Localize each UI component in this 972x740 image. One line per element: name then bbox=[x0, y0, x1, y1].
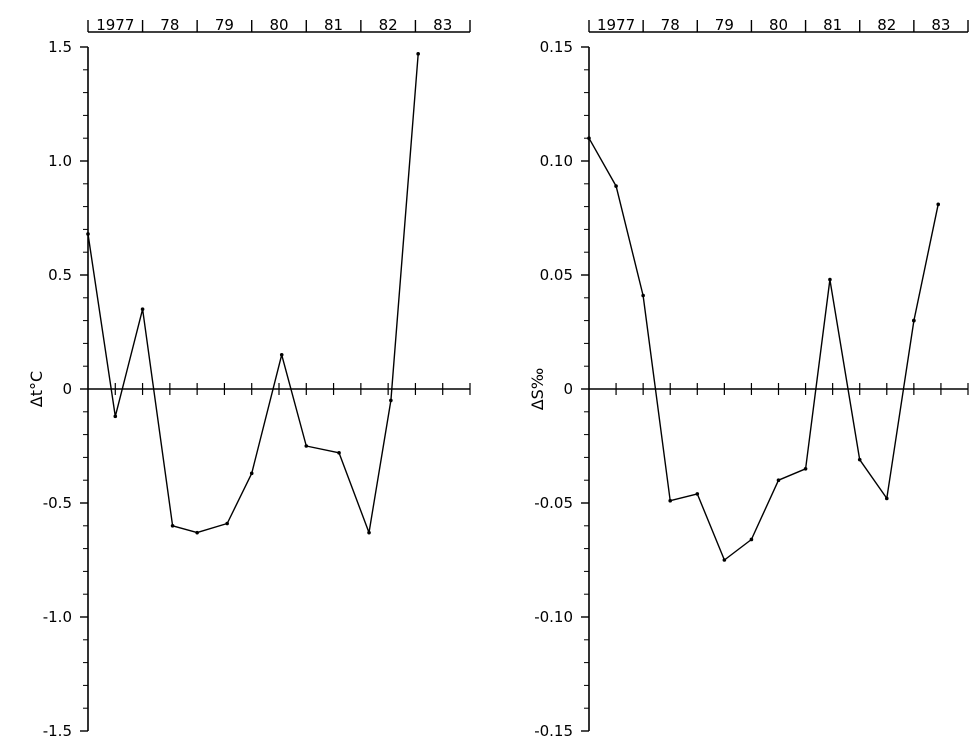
data-point bbox=[936, 202, 941, 207]
data-point bbox=[641, 293, 645, 298]
y-tick-label: 1.0 bbox=[48, 152, 72, 170]
data-point bbox=[249, 471, 254, 476]
y-tick-label: 0 bbox=[563, 380, 573, 398]
salinity-anomaly-chart: 0.15 0.10 0.05 0 -0.05 -0.10 -0.15 ΔS‰ 1977 78 79 8… bbox=[528, 16, 969, 740]
y-tick-label: -0.05 bbox=[534, 494, 573, 512]
series-line bbox=[913, 204, 939, 321]
data-point bbox=[304, 444, 309, 448]
year-label: 83 bbox=[931, 16, 950, 34]
data-point bbox=[884, 496, 889, 501]
data-point bbox=[828, 277, 832, 282]
temperature-anomaly-chart: 1.5 1.0 0.5 0 -0.5 -1.0 -1.5 Δt°C 1977 78 79 80 81 82… bbox=[27, 16, 471, 740]
y-tick-label: 0.10 bbox=[540, 152, 573, 170]
year-label: 80 bbox=[769, 16, 788, 34]
year-label: 79 bbox=[215, 16, 234, 34]
year-label: 81 bbox=[823, 16, 842, 34]
year-label: 82 bbox=[877, 16, 896, 34]
year-label: 79 bbox=[715, 16, 734, 34]
year-label: 1977 bbox=[96, 16, 134, 34]
year-label: 81 bbox=[324, 16, 343, 34]
year-label: 1977 bbox=[597, 16, 635, 34]
year-label: 78 bbox=[661, 16, 680, 34]
y-tick-label: 0 bbox=[62, 380, 72, 398]
data-point bbox=[113, 414, 118, 419]
data-point bbox=[389, 398, 393, 403]
data-point bbox=[86, 232, 90, 236]
y-tick-label: -0.10 bbox=[534, 608, 573, 626]
data-point bbox=[337, 451, 341, 455]
year-label: 83 bbox=[433, 16, 452, 34]
data-point bbox=[367, 530, 371, 535]
y-tick-label: 0.15 bbox=[540, 38, 573, 56]
data-point bbox=[749, 537, 754, 542]
data-point bbox=[857, 457, 862, 462]
data-point bbox=[587, 136, 591, 140]
data-point bbox=[225, 521, 229, 526]
data-point bbox=[279, 353, 284, 357]
y-tick-label: -1.5 bbox=[43, 722, 72, 740]
data-point bbox=[614, 184, 618, 188]
y-axis-label: Δt°C bbox=[27, 371, 46, 407]
y-tick-label: -0.15 bbox=[534, 722, 573, 740]
data-point bbox=[803, 467, 808, 471]
data-point bbox=[170, 524, 175, 528]
data-point bbox=[195, 530, 199, 535]
year-label: 78 bbox=[160, 16, 179, 34]
y-axis-label: ΔS‰ bbox=[528, 368, 547, 411]
data-point bbox=[668, 498, 673, 503]
data-point bbox=[912, 318, 916, 323]
y-tick-label: 0.05 bbox=[540, 266, 573, 284]
year-label: 82 bbox=[379, 16, 398, 34]
series-line bbox=[87, 53, 419, 534]
y-tick-label: 1.5 bbox=[48, 38, 72, 56]
data-point bbox=[140, 307, 145, 312]
year-label: 80 bbox=[269, 16, 288, 34]
data-point bbox=[722, 558, 727, 562]
data-point bbox=[695, 492, 700, 496]
series-line bbox=[588, 137, 915, 561]
y-tick-label: -0.5 bbox=[43, 494, 72, 512]
data-point bbox=[416, 52, 420, 56]
y-tick-label: -1.0 bbox=[43, 608, 72, 626]
data-point bbox=[776, 478, 781, 483]
y-tick-label: 0.5 bbox=[48, 266, 72, 284]
